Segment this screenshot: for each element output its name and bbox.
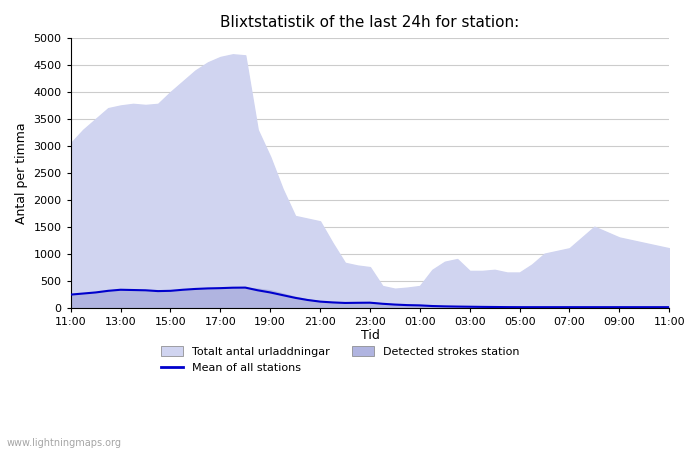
X-axis label: Tid: Tid [360,329,379,342]
Y-axis label: Antal per timma: Antal per timma [15,122,28,224]
Legend: Totalt antal urladdningar, Mean of all stations, Detected strokes station: Totalt antal urladdningar, Mean of all s… [156,342,524,378]
Text: www.lightningmaps.org: www.lightningmaps.org [7,437,122,447]
Title: Blixtstatistik of the last 24h for station:: Blixtstatistik of the last 24h for stati… [220,15,519,30]
